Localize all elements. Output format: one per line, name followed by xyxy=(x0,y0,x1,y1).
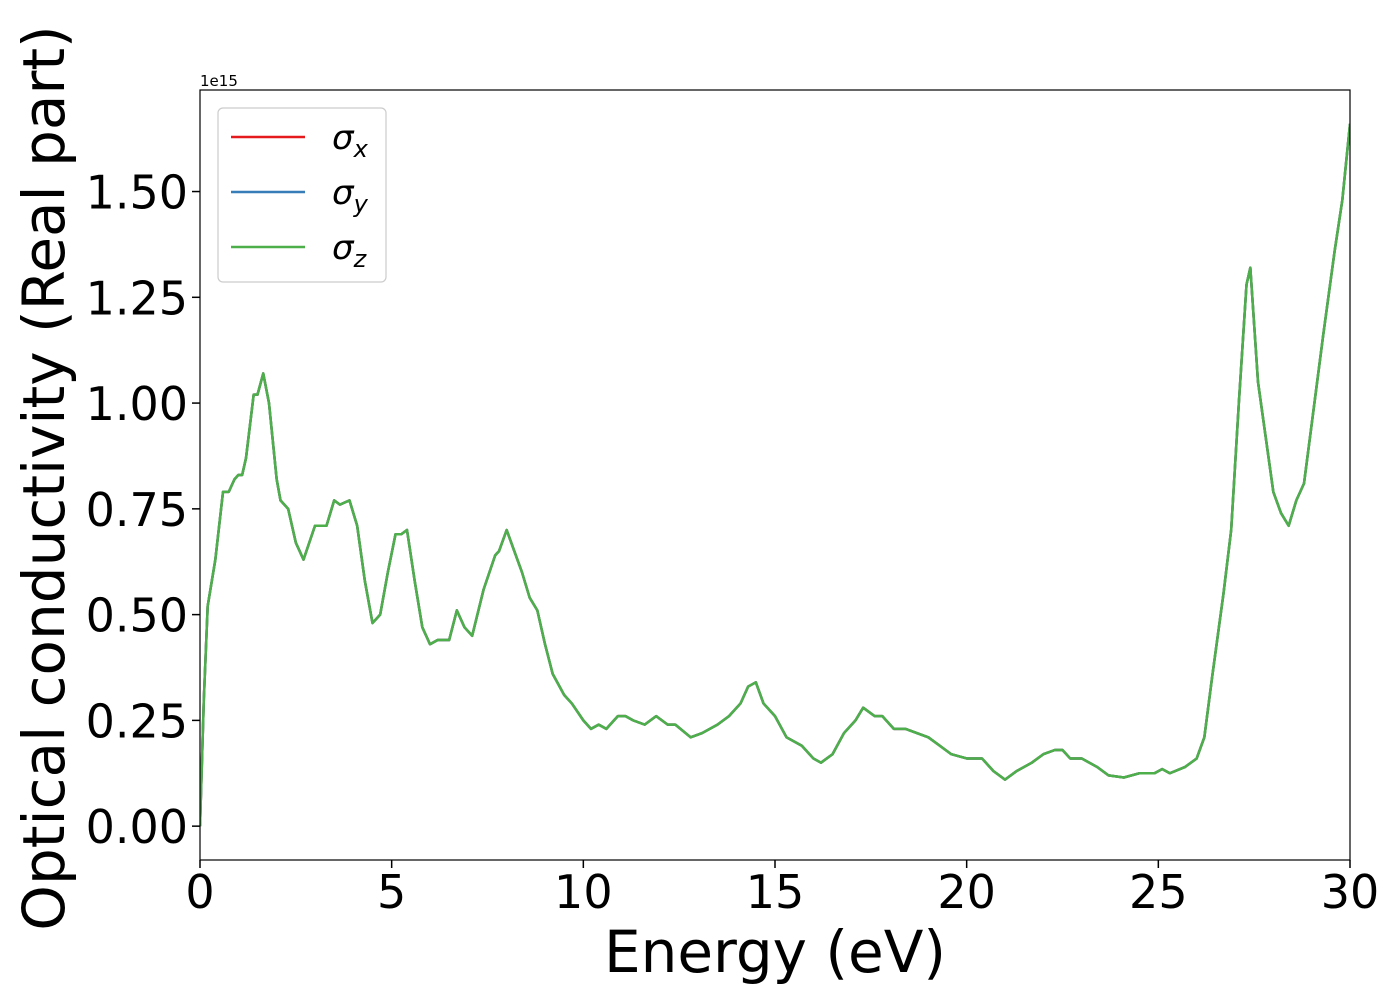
x-tick-label: 30 xyxy=(1321,865,1380,919)
x-tick-label: 5 xyxy=(377,865,406,919)
y-tick-label: 0.50 xyxy=(86,589,188,643)
x-tick-label: 25 xyxy=(1129,865,1188,919)
legend-label: σx xyxy=(332,118,369,163)
x-tick-label: 15 xyxy=(746,865,805,919)
series-line xyxy=(200,123,1350,827)
legend-label: σy xyxy=(332,173,369,218)
y-axis-label: Optical conductivity (Real part) xyxy=(10,25,78,930)
y-tick-label: 0.75 xyxy=(86,483,188,537)
x-tick-label: 20 xyxy=(937,865,996,919)
y-offset-label: 1e15 xyxy=(200,72,238,90)
x-tick-label: 0 xyxy=(185,865,214,919)
x-axis-label: Energy (eV) xyxy=(604,918,946,986)
y-tick-label: 1.50 xyxy=(86,166,188,220)
y-tick-label: 0.25 xyxy=(86,694,188,748)
legend-label: σz xyxy=(332,228,368,273)
y-tick-label: 1.25 xyxy=(86,271,188,325)
legend-box xyxy=(217,107,387,283)
y-tick-label: 1.00 xyxy=(86,377,188,431)
y-tick-label: 0.00 xyxy=(86,800,188,854)
x-tick-label: 10 xyxy=(554,865,613,919)
plot-frame xyxy=(199,89,1351,861)
